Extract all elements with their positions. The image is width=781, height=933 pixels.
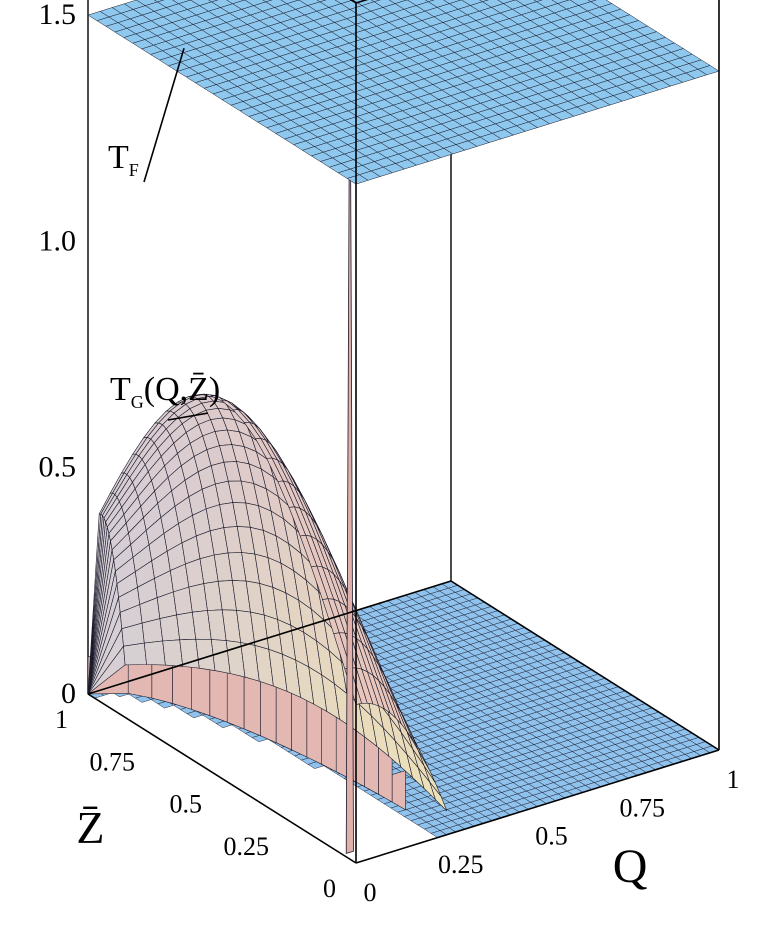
tf-cell xyxy=(334,0,354,4)
tf-cell xyxy=(156,0,180,8)
tf-label-sub: F xyxy=(129,160,139,180)
tg-cell xyxy=(123,642,147,666)
box-edge xyxy=(450,580,720,751)
spike-peak xyxy=(345,0,354,854)
tf-label-main: T xyxy=(108,139,129,176)
tf-cell xyxy=(262,0,273,3)
z-tick-label: 0 xyxy=(61,677,76,710)
tf-cell xyxy=(551,0,570,4)
box-edge xyxy=(355,749,720,864)
tf-cell xyxy=(226,0,246,4)
tf-cell xyxy=(298,0,321,6)
tf-cell xyxy=(388,0,408,4)
box-edge xyxy=(87,693,357,864)
tf-cell xyxy=(590,0,613,8)
x-axis-title: Q xyxy=(613,840,648,893)
y-axis-title: Z̄ xyxy=(76,802,104,853)
tf-cell xyxy=(280,0,300,4)
y-tick-label: 0.75 xyxy=(90,747,136,776)
z-tick-label: 1.0 xyxy=(39,224,77,257)
tf-label: TF xyxy=(108,139,139,180)
spike xyxy=(345,0,354,854)
tf-cell xyxy=(265,0,288,8)
tf-cell xyxy=(427,0,450,8)
y-tick-label: 0.5 xyxy=(170,790,203,819)
tf-cell xyxy=(481,0,505,8)
x-tick-label: 0 xyxy=(364,878,377,907)
tg-label-sub: G xyxy=(131,392,144,412)
z-tick-label: 1.5 xyxy=(39,0,77,31)
tf-cell xyxy=(319,0,342,8)
tf-cell xyxy=(407,0,429,6)
tg-cell xyxy=(159,614,181,642)
y-tick-label: 1 xyxy=(55,705,68,734)
tg-cell xyxy=(162,639,184,667)
tg-label-rest: (Q,Z̄) xyxy=(144,371,220,408)
tf-cell xyxy=(211,0,234,8)
x-tick-label: 0.75 xyxy=(620,793,666,822)
tf-cell xyxy=(316,0,327,3)
x-tick-label: 0.5 xyxy=(535,822,568,851)
tg-cell xyxy=(141,618,164,644)
tf-cell xyxy=(587,0,597,2)
tf-cell xyxy=(135,0,158,6)
z-tick-label: 0.5 xyxy=(39,451,77,484)
tf-cell xyxy=(497,0,516,4)
tf-cell xyxy=(244,0,267,6)
tg-label: TG(Q,Z̄) xyxy=(110,371,220,412)
tf-cell xyxy=(373,0,396,8)
tg-label-main: T xyxy=(110,371,131,408)
tf-cell xyxy=(533,0,543,2)
tf-cell xyxy=(536,0,559,8)
tf-cell xyxy=(443,0,462,4)
tf-cell xyxy=(153,0,165,3)
tf-cell xyxy=(172,0,192,4)
tf-cell xyxy=(479,0,489,2)
tf-cell xyxy=(352,0,375,6)
y-tick-label: 0.25 xyxy=(224,832,270,861)
tf-cell xyxy=(370,0,381,2)
tf-cell xyxy=(515,0,538,6)
tg-cell xyxy=(429,782,448,812)
tg-cell xyxy=(143,640,166,666)
tf-cell xyxy=(461,0,483,6)
box-edge xyxy=(87,580,452,695)
tf-label-leader xyxy=(143,48,185,183)
tg-label-leader xyxy=(167,412,209,421)
box-front-edges xyxy=(87,0,720,864)
tf-cell xyxy=(208,0,219,3)
tf-plane xyxy=(87,0,720,185)
tf-cell xyxy=(425,0,435,2)
tf-cell xyxy=(190,0,213,6)
tg-surface xyxy=(87,393,448,812)
x-tick-label: 1 xyxy=(727,765,740,794)
x-tick-label: 0.25 xyxy=(438,850,484,879)
tf-cell xyxy=(569,0,592,6)
y-tick-label: 0 xyxy=(323,874,336,903)
